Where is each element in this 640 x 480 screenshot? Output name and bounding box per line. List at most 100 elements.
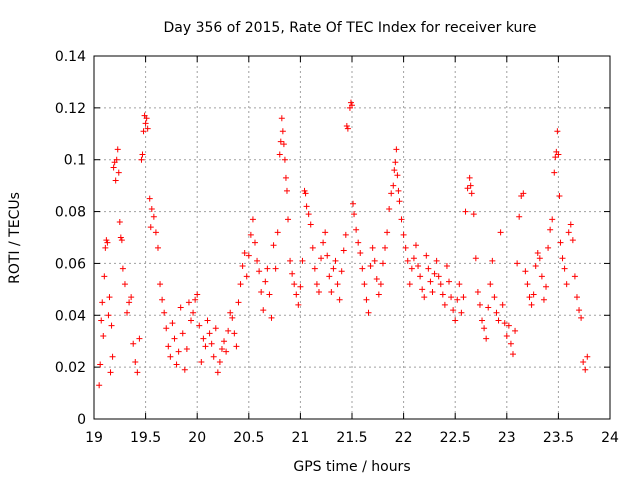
data-point [534,250,541,257]
data-point [468,190,475,197]
data-point [552,154,559,161]
data-point [382,244,389,251]
data-point [130,340,137,347]
data-point [299,257,306,264]
data-point [113,156,120,163]
data-point [571,273,578,280]
data-point [204,317,211,324]
data-point [512,327,519,334]
data-point [277,138,284,145]
data-point [117,234,124,241]
data-point [115,169,122,176]
data-point [165,343,172,350]
data-point [450,307,457,314]
data-point [406,281,413,288]
data-point [132,358,139,365]
x-tick-label: 22.5 [440,430,471,446]
data-point [128,294,135,301]
data-point [516,213,523,220]
data-point [467,182,474,189]
data-point [142,120,149,127]
data-point [139,151,146,158]
data-point [185,299,192,306]
x-tick-label: 22 [395,430,413,446]
data-point [169,320,176,327]
data-point [394,172,401,179]
data-point [522,268,529,275]
data-point [487,281,494,288]
data-point [514,260,521,267]
data-point [567,221,574,228]
y-tick-label: 0.14 [55,49,86,65]
data-point [293,291,300,298]
data-point [281,156,288,163]
data-point [260,307,267,314]
data-point [433,257,440,264]
data-point [108,322,115,329]
data-point [474,288,481,295]
data-point [157,281,164,288]
data-point [536,255,543,262]
data-point [443,263,450,270]
data-point [159,296,166,303]
data-point [227,309,234,316]
data-point [247,231,254,238]
data-point [326,273,333,280]
data-point [264,265,271,272]
data-point [369,244,376,251]
data-points [96,99,591,389]
y-tick-label: 0.02 [55,360,86,376]
data-point [462,208,469,215]
data-point [262,278,269,285]
data-point [334,281,341,288]
data-point [256,268,263,275]
data-point [489,257,496,264]
data-point [194,291,201,298]
data-point [556,193,563,200]
y-tick-label: 0 [77,412,86,428]
data-point [540,296,547,303]
x-tick-label: 20.5 [233,430,264,446]
data-point [147,224,154,231]
data-point [421,294,428,301]
x-tick-label: 23 [498,430,516,446]
data-point [373,275,380,282]
data-point [388,190,395,197]
data-point [332,257,339,264]
data-point [371,257,378,264]
data-point [551,169,558,176]
data-point [340,247,347,254]
data-point [353,226,360,233]
data-point [458,309,465,316]
data-point [538,273,545,280]
data-point [208,340,215,347]
y-tick-label: 0.1 [64,153,86,169]
data-point [412,242,419,249]
data-point [218,345,225,352]
data-point [561,265,568,272]
data-point [520,190,527,197]
data-point [425,265,432,272]
data-point [309,244,316,251]
data-point [121,281,128,288]
data-point [305,211,312,218]
data-point [545,244,552,251]
y-tick-label: 0.08 [55,205,86,221]
data-point [212,325,219,332]
data-point [446,278,453,285]
data-point [437,281,444,288]
data-point [419,286,426,293]
data-point [307,221,314,228]
data-point [272,265,279,272]
data-point [229,314,236,321]
data-point [241,250,248,257]
y-tick-label: 0.04 [55,308,86,324]
data-point [202,343,209,350]
data-point [173,361,180,368]
data-point [104,239,111,246]
data-point [233,343,240,350]
data-point [357,250,364,257]
data-point [251,239,258,246]
data-point [161,309,168,316]
data-point [427,278,434,285]
